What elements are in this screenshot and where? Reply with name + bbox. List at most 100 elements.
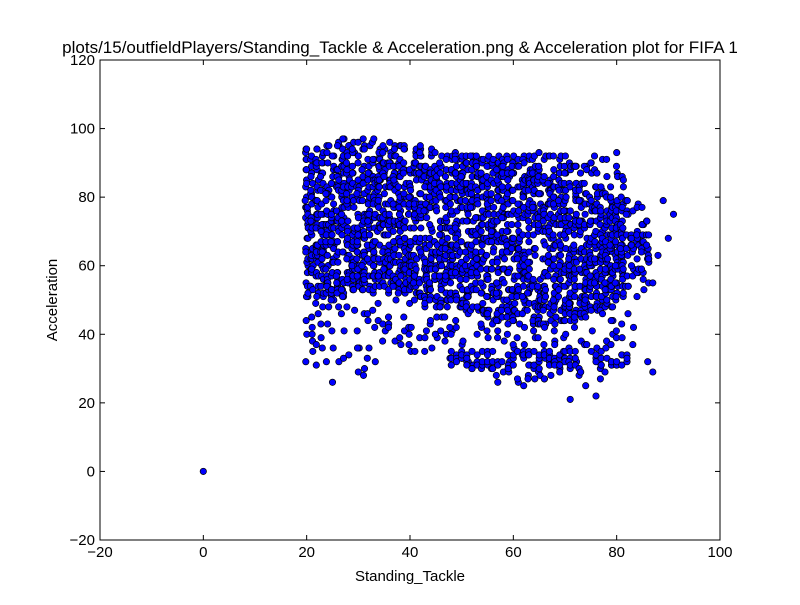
data-point (659, 197, 667, 205)
data-point (581, 296, 589, 304)
data-point (371, 358, 379, 366)
data-point (494, 327, 502, 335)
data-point (370, 135, 378, 143)
data-point (561, 169, 569, 177)
data-point (633, 231, 641, 239)
data-point (555, 286, 563, 294)
data-point (413, 255, 421, 263)
x-axis-ticks: −20 0 20 40 60 80 100 (87, 60, 733, 561)
data-point (500, 279, 508, 287)
data-point (358, 166, 366, 174)
data-point (618, 334, 626, 342)
data-point (468, 347, 476, 355)
data-point (598, 310, 607, 318)
data-point (523, 306, 531, 314)
data-point (669, 210, 678, 218)
data-point (360, 145, 368, 153)
data-point (322, 265, 330, 273)
data-point (365, 231, 374, 239)
data-point (309, 347, 317, 355)
data-point (586, 217, 594, 225)
data-point (513, 375, 522, 383)
data-point (566, 395, 574, 403)
data-point (359, 286, 367, 294)
data-point (467, 203, 475, 211)
x-tick-label: 80 (608, 544, 625, 561)
data-point (467, 190, 475, 198)
data-point (477, 320, 485, 328)
data-point (571, 293, 579, 301)
data-point (468, 365, 476, 373)
data-point (529, 275, 537, 283)
data-point (431, 149, 439, 157)
data-point (540, 173, 548, 181)
data-point (401, 224, 409, 232)
data-point (549, 231, 557, 239)
data-point (405, 193, 413, 201)
data-point (562, 193, 570, 201)
data-point (484, 334, 492, 342)
data-point (550, 327, 558, 335)
x-tick-label: 60 (505, 544, 522, 561)
data-point (318, 159, 326, 167)
data-point (334, 258, 342, 266)
data-point (364, 310, 372, 318)
data-point (565, 214, 573, 222)
data-point (603, 296, 611, 304)
data-point (307, 186, 315, 194)
data-point (389, 282, 397, 290)
data-point (498, 358, 506, 366)
data-point (452, 358, 461, 366)
data-point (541, 323, 549, 331)
data-point (328, 152, 336, 160)
data-point (633, 293, 641, 301)
data-point (645, 231, 653, 239)
data-point (623, 354, 631, 362)
data-point (504, 176, 512, 184)
data-point (328, 327, 336, 335)
data-point (571, 347, 579, 355)
data-point (524, 375, 532, 383)
data-point (358, 262, 366, 270)
data-point (322, 197, 330, 205)
data-point (437, 183, 445, 191)
data-point (337, 310, 345, 318)
data-point (426, 193, 434, 201)
data-point (473, 162, 481, 170)
data-point (427, 255, 435, 263)
data-point (498, 197, 506, 205)
data-point (436, 303, 444, 311)
data-point (313, 145, 321, 153)
data-point (474, 200, 482, 208)
data-point (664, 234, 672, 242)
data-point (499, 162, 507, 170)
data-point (437, 286, 445, 294)
data-point (312, 361, 320, 369)
data-point (323, 149, 331, 157)
data-point (410, 279, 418, 287)
data-point (451, 224, 459, 232)
data-point (345, 351, 353, 359)
data-point (503, 227, 511, 235)
data-point (422, 327, 430, 335)
x-axis-label: Standing_Tackle (355, 568, 465, 585)
data-point (302, 358, 310, 366)
data-point (350, 286, 358, 294)
data-point (374, 299, 382, 307)
data-point (627, 262, 636, 270)
data-point (338, 210, 346, 218)
y-tick-label: 100 (70, 121, 95, 138)
x-tick-label: 20 (298, 544, 315, 561)
data-point (385, 210, 393, 218)
data-point (535, 365, 543, 373)
data-point (473, 330, 481, 338)
data-point (452, 234, 460, 242)
data-point (365, 210, 373, 218)
data-point (616, 245, 625, 253)
data-point (438, 262, 446, 270)
data-point (520, 382, 528, 390)
data-point (330, 200, 338, 208)
data-point (327, 179, 335, 187)
data-point (353, 190, 361, 198)
data-point (483, 310, 492, 318)
